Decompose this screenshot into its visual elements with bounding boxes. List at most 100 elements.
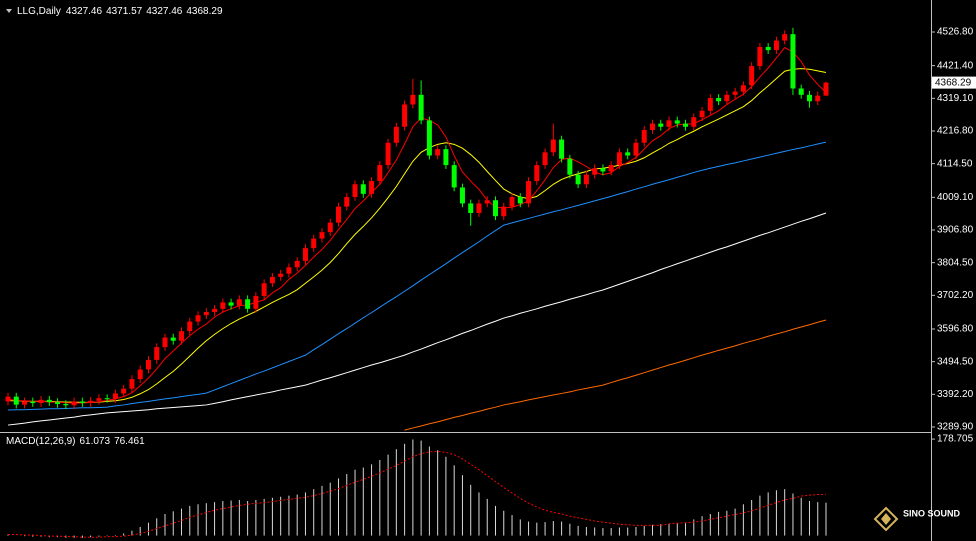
candle-body [112, 393, 118, 399]
candle-body [212, 308, 218, 313]
candle-body [592, 168, 598, 175]
candle-body [63, 403, 69, 406]
candle-body [641, 129, 647, 143]
macd-header: MACD(12,26,9) 61.073 76.461 [6, 436, 145, 447]
candle-body [360, 184, 366, 194]
candle-body [476, 203, 482, 214]
y-tick-label: 4216.80 [937, 126, 974, 137]
candle-body [484, 200, 490, 204]
candle-body [195, 315, 201, 322]
candle-body [311, 238, 317, 249]
candle-body [22, 401, 28, 405]
candle-body [377, 165, 383, 182]
candle-body [286, 267, 292, 274]
candle-body [724, 94, 730, 102]
candle-body [385, 142, 391, 166]
y-tick-label: 3494.50 [937, 356, 974, 367]
y-tick-label: 3906.80 [937, 225, 974, 236]
candle-body [517, 197, 523, 204]
header-close: 4368.29 [186, 6, 223, 17]
candle-body [336, 206, 342, 223]
candle-body [559, 139, 565, 159]
candle-body [79, 401, 85, 404]
header-open: 4327.46 [66, 6, 103, 17]
signal-value: 76.461 [114, 436, 145, 447]
candle-body [658, 123, 664, 127]
header-high: 4371.57 [106, 6, 143, 17]
moving-average [404, 319, 827, 431]
candle-body [245, 299, 251, 309]
candle-body [782, 34, 788, 41]
candle-body [5, 396, 11, 402]
candle-body [162, 337, 168, 348]
candle-body [649, 123, 655, 130]
candle-body [815, 95, 821, 102]
price-label: 4368.29 [935, 77, 972, 88]
candle-body [550, 139, 556, 153]
candle-body [600, 168, 606, 172]
candle-body [674, 120, 680, 124]
moving-average [7, 46, 827, 404]
y-tick-label: 178.705 [937, 434, 974, 445]
macd-title: MACD(12,26,9) [6, 436, 75, 447]
y-tick-label: 4319.10 [937, 93, 974, 104]
candle-body [253, 296, 259, 309]
candle-body [773, 40, 779, 51]
candle-body [46, 399, 52, 403]
y-tick-label: 4114.50 [937, 158, 973, 169]
candle-body [451, 165, 457, 188]
candle-body [418, 94, 424, 121]
candle-body [402, 104, 408, 127]
candle-body [526, 181, 532, 204]
candle-body [71, 401, 77, 406]
candle-body [683, 123, 689, 127]
y-tick-label: 3289.90 [937, 422, 974, 433]
moving-average [7, 141, 827, 411]
candle-body [179, 331, 185, 341]
candle-body [443, 149, 449, 166]
symbol-title: LLG,Daily [17, 6, 61, 17]
candle-body [567, 158, 573, 175]
candle-body [707, 98, 713, 111]
candle-body [344, 197, 350, 207]
candle-body [468, 203, 474, 214]
y-tick-label: 4009.10 [937, 192, 974, 203]
y-tick-label: 4526.80 [937, 27, 974, 38]
candle-body [575, 174, 581, 185]
chart-header: LLG,Daily 4327.46 4371.57 4327.46 4368.29 [17, 6, 223, 17]
logo-icon-inner [881, 513, 891, 525]
candle-body [170, 337, 176, 341]
candle-body [790, 34, 796, 89]
candle-body [583, 174, 589, 185]
y-tick-label: 3392.20 [937, 389, 974, 400]
candle-body [691, 117, 697, 127]
candle-body [352, 184, 358, 198]
candle-body [129, 379, 135, 389]
candle-body [38, 399, 44, 404]
candle-body [410, 94, 416, 105]
candle-body [30, 401, 36, 404]
candle-body [121, 388, 127, 394]
candle-body [13, 396, 19, 405]
candle-body [96, 398, 102, 401]
candle-body [145, 359, 151, 370]
candle-body [261, 283, 267, 297]
candle-body [666, 120, 672, 127]
candle-body [492, 200, 498, 217]
candle-body [278, 273, 284, 277]
y-tick-label: 3804.50 [937, 257, 974, 268]
y-tick-label: 4421.40 [937, 60, 974, 71]
candle-body [509, 197, 515, 207]
moving-average [7, 212, 827, 426]
candle-body [137, 369, 143, 380]
candle-body [228, 302, 234, 306]
candle-body [501, 206, 507, 217]
candle-body [294, 260, 300, 268]
candle-body [426, 120, 432, 156]
candle-body [88, 400, 94, 404]
candle-body [765, 46, 771, 51]
candle-body [393, 126, 399, 143]
candle-body [625, 152, 631, 156]
candle-body [534, 165, 540, 182]
